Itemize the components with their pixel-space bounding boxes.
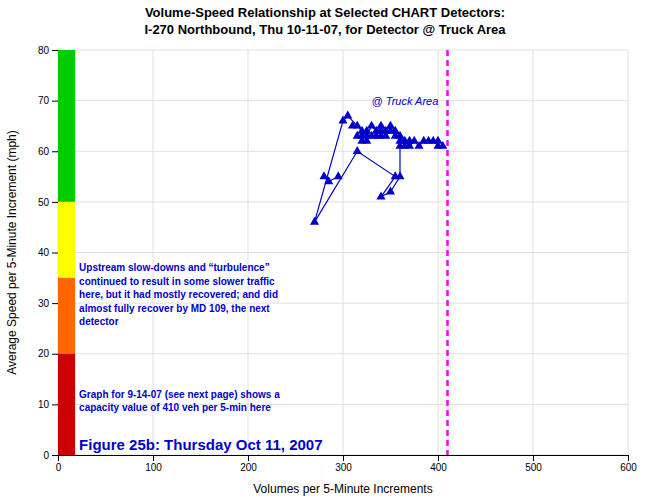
point [410, 136, 419, 144]
y-grid-line [58, 151, 628, 152]
subtitle: I-270 Northbound, Thu 10-11-07, for Dete… [144, 22, 506, 37]
y-tick-mark [52, 202, 58, 203]
point [343, 111, 352, 119]
x-tick-label: 0 [56, 462, 62, 473]
point [334, 171, 343, 179]
x-axis-title: Volumes per 5-Minute Increments [253, 482, 432, 496]
speed-band [58, 202, 75, 278]
point [367, 121, 376, 129]
y-grid-line [58, 100, 628, 101]
y-tick-mark [52, 354, 58, 355]
y-grid-line [58, 353, 628, 354]
y-tick-mark [52, 101, 58, 102]
y-grid-line [58, 201, 628, 202]
x-tick: 0 [56, 455, 62, 473]
plot: 0 100 200 300 400 500 600 0 10 20 30 40 50 60 70 80 @ Tr… [38, 45, 637, 473]
x-tick-label: 500 [525, 462, 542, 473]
y-tick-mark [52, 253, 58, 254]
speed-band [58, 278, 75, 354]
x-tick: 400 [430, 455, 447, 473]
y-tick: 50 [38, 197, 58, 208]
y-tick-label: 30 [38, 298, 50, 309]
point [376, 192, 385, 200]
point [438, 141, 447, 149]
x-axis-line [59, 456, 629, 462]
x-tick-label: 200 [240, 462, 257, 473]
x-tick-mark [248, 455, 249, 461]
x-tick-mark [628, 455, 629, 461]
point [391, 171, 400, 179]
point [353, 146, 362, 154]
reference-line [446, 50, 449, 455]
point [353, 121, 362, 129]
point [310, 217, 319, 225]
y-tick-label: 0 [43, 450, 49, 461]
annotation: Upstream slow-downs and “turbulence”cont… [79, 262, 278, 327]
y-grid-line [58, 50, 628, 51]
x-tick: 100 [145, 455, 162, 473]
y-tick: 0 [43, 450, 58, 461]
y-tick: 30 [38, 298, 58, 309]
grid [58, 50, 628, 455]
chart: Volume-Speed Relationship at Selected CH… [0, 0, 650, 501]
x-axis: 0 100 200 300 400 500 600 [56, 455, 638, 473]
point [319, 171, 328, 179]
y-tick-label: 10 [38, 399, 50, 410]
y-axis: 0 10 20 30 40 50 60 70 80 [38, 45, 59, 461]
y-tick-label: 40 [38, 247, 50, 258]
x-tick-label: 400 [430, 462, 447, 473]
x-tick-label: 600 [620, 462, 637, 473]
y-axis-title: Average Speed per 5-Minute Increment (mp… [5, 130, 19, 375]
x-tick: 500 [525, 455, 542, 473]
x-tick-label: 100 [145, 462, 162, 473]
point [386, 186, 395, 194]
y-tick-mark [52, 151, 58, 152]
y-tick-label: 70 [38, 95, 50, 106]
y-axis-line [52, 51, 59, 456]
y-tick: 10 [38, 399, 58, 410]
x-tick-mark [533, 455, 534, 461]
speed-band [58, 50, 75, 202]
y-tick-label: 60 [38, 146, 50, 157]
y-tick-mark [52, 50, 58, 51]
x-tick-mark [438, 455, 439, 461]
point [395, 141, 404, 149]
annotations: @ Truck Area Upstream slow-downs and “tur… [79, 95, 438, 453]
x-tick: 300 [335, 455, 352, 473]
y-tick-label: 20 [38, 348, 50, 359]
speed-band [58, 354, 75, 455]
y-tick-mark [52, 455, 58, 456]
area-label: @ Truck Area [372, 95, 439, 107]
annotation: Graph for 9-14-07 (see next page) shows … [79, 389, 280, 414]
x-tick-mark [153, 455, 154, 461]
x-tick: 600 [620, 455, 637, 473]
y-tick: 20 [38, 348, 58, 359]
x-tick-label: 300 [335, 462, 352, 473]
y-tick-mark [52, 404, 58, 405]
title: Volume-Speed Relationship at Selected CH… [145, 5, 505, 20]
y-tick-mark [52, 303, 58, 304]
x-tick-mark [343, 455, 344, 461]
x-tick: 200 [240, 455, 257, 473]
y-tick: 70 [38, 95, 58, 106]
figure-label: Figure 25b: Thursday Oct 11, 2007 [79, 436, 322, 453]
point [324, 176, 333, 184]
y-tick-label: 50 [38, 197, 50, 208]
y-tick-label: 80 [38, 45, 50, 56]
marks [58, 50, 448, 455]
line [315, 116, 439, 222]
y-tick: 60 [38, 146, 58, 157]
y-tick: 40 [38, 247, 58, 258]
y-grid-line [58, 252, 628, 253]
y-tick: 80 [38, 45, 58, 56]
